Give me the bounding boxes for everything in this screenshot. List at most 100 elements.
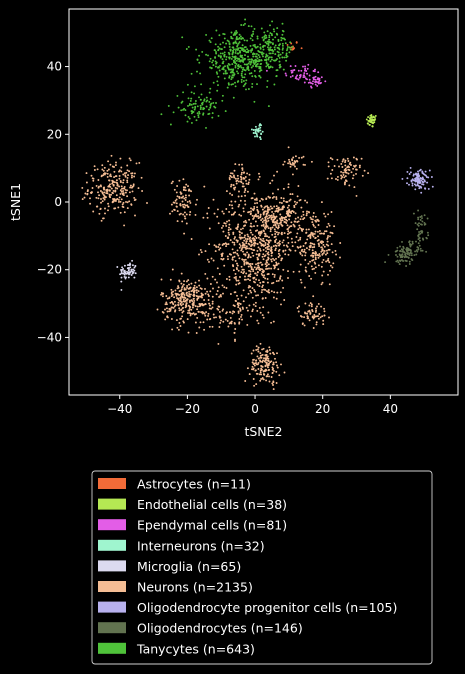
- data-point: [248, 243, 251, 246]
- data-point: [311, 268, 314, 271]
- data-point: [183, 197, 186, 200]
- data-point: [122, 179, 125, 182]
- data-point: [92, 179, 95, 182]
- data-point: [120, 198, 123, 201]
- data-point: [314, 215, 317, 218]
- data-point: [227, 229, 230, 231]
- data-point: [117, 200, 120, 203]
- data-point: [175, 319, 178, 322]
- data-point: [102, 169, 105, 172]
- data-point: [236, 49, 239, 51]
- data-point: [260, 27, 263, 30]
- data-point: [258, 56, 261, 59]
- data-point: [280, 39, 283, 42]
- data-point: [199, 104, 202, 107]
- data-point: [182, 303, 185, 306]
- data-point: [255, 348, 258, 351]
- data-point: [183, 107, 186, 110]
- data-point: [244, 237, 247, 240]
- data-point: [217, 54, 220, 57]
- data-point: [235, 300, 237, 303]
- data-point: [235, 277, 237, 280]
- data-point: [242, 243, 245, 246]
- data-point: [211, 112, 214, 115]
- data-point: [314, 271, 317, 274]
- data-point: [165, 295, 168, 297]
- data-point: [243, 39, 246, 42]
- data-point: [201, 303, 204, 305]
- data-point: [203, 328, 206, 331]
- data-point: [170, 182, 173, 185]
- data-point: [268, 380, 271, 383]
- data-point: [240, 214, 243, 217]
- data-point: [249, 273, 252, 276]
- data-point: [310, 305, 313, 308]
- data-point: [304, 312, 307, 315]
- data-point: [275, 198, 278, 200]
- data-point: [105, 196, 107, 199]
- data-point: [241, 44, 244, 47]
- data-point: [229, 311, 232, 314]
- data-point: [117, 206, 120, 209]
- data-point: [265, 239, 268, 242]
- legend-swatch: [98, 498, 126, 510]
- data-point: [257, 322, 260, 325]
- data-point: [259, 129, 262, 132]
- data-point: [409, 171, 412, 174]
- data-point: [253, 53, 256, 55]
- data-point: [284, 42, 287, 45]
- data-point: [240, 195, 243, 198]
- data-point: [231, 241, 234, 244]
- data-point: [224, 235, 227, 237]
- data-point: [245, 51, 248, 54]
- data-point: [227, 67, 230, 70]
- data-point: [238, 246, 241, 249]
- data-point: [261, 208, 264, 211]
- data-point: [228, 177, 231, 179]
- data-point: [324, 80, 327, 83]
- data-point: [279, 277, 281, 280]
- data-point: [252, 270, 255, 273]
- data-point: [304, 302, 307, 305]
- data-point: [294, 249, 297, 252]
- data-point: [233, 187, 235, 190]
- data-point: [418, 239, 421, 242]
- data-point: [279, 213, 282, 216]
- data-point: [229, 192, 231, 195]
- data-point: [297, 228, 300, 231]
- data-point: [239, 175, 242, 178]
- data-point: [178, 294, 181, 296]
- data-point: [224, 110, 227, 113]
- data-point: [234, 272, 237, 275]
- data-point: [262, 316, 265, 319]
- data-point: [410, 180, 413, 183]
- data-point: [181, 203, 184, 206]
- data-point: [103, 166, 106, 169]
- data-point: [320, 246, 323, 249]
- data-point: [199, 108, 202, 111]
- data-point: [273, 228, 276, 231]
- data-point: [285, 201, 288, 203]
- data-point: [284, 72, 287, 75]
- data-point: [168, 307, 171, 310]
- data-point: [243, 258, 246, 261]
- data-point: [259, 238, 262, 241]
- data-point: [252, 254, 255, 257]
- data-point: [234, 51, 237, 54]
- data-point: [295, 236, 298, 238]
- data-point: [195, 119, 198, 122]
- data-point: [284, 253, 287, 256]
- data-point: [275, 238, 278, 241]
- data-point: [189, 293, 192, 296]
- data-point: [234, 236, 236, 239]
- data-point: [263, 274, 266, 277]
- data-point: [222, 320, 225, 323]
- data-point: [133, 276, 136, 279]
- data-point: [225, 243, 228, 246]
- data-point: [408, 173, 411, 175]
- data-point: [216, 72, 219, 75]
- data-point: [326, 236, 329, 239]
- data-point: [314, 254, 317, 257]
- data-point: [228, 75, 231, 78]
- data-point: [248, 178, 251, 181]
